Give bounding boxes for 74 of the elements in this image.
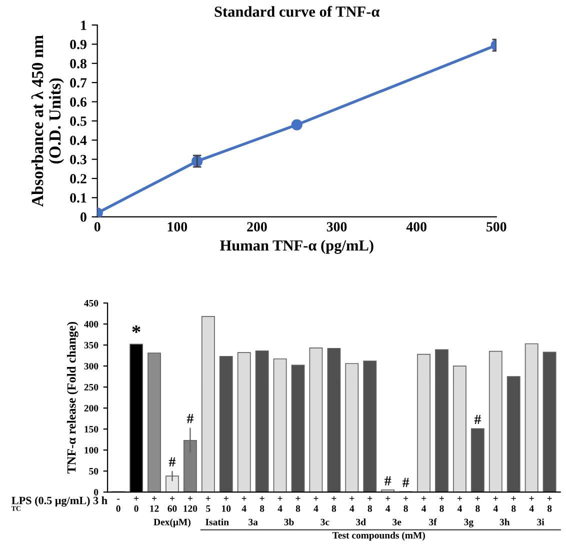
x-tick-label: + 8: [368, 496, 372, 512]
x-tick-label: + 4: [242, 496, 246, 512]
text: LPS (0.5 μg/mL) 3 h: [12, 496, 108, 507]
text: 3b: [284, 518, 294, 526]
y-tick-label: 0: [80, 212, 86, 222]
x-tick-label: + 4: [386, 496, 390, 512]
text: 3a: [248, 518, 258, 526]
x-tick-label: + 8: [475, 496, 480, 512]
y-tick-label: 450: [84, 300, 98, 306]
x-tick-label: 300: [326, 222, 347, 232]
x-tick-label: + 120: [184, 496, 198, 512]
x-tick-label: + 8: [260, 496, 264, 512]
y-tick-label: 200: [84, 404, 98, 412]
text: Isatin: [206, 518, 229, 526]
x-tick-label: + 8: [332, 496, 336, 512]
y-tick-label: 0.6: [70, 97, 87, 107]
y-tick-label: 0.8: [70, 58, 86, 68]
x-tick-label: + 8: [547, 496, 552, 512]
x-tick-label: 200: [247, 222, 267, 232]
y-tick-label: 150: [84, 426, 98, 433]
x-axis-title: Human TNF-α (pg/mL): [220, 240, 374, 254]
x-tick-label: + 10: [222, 496, 231, 512]
y-tick-label: 0: [94, 488, 98, 496]
x-tick-label: - 0: [116, 498, 120, 512]
data-label: #: [402, 478, 410, 487]
x-tick-label: + 4: [493, 496, 498, 512]
x-tick-label: 400: [406, 222, 426, 232]
y-axis-title: Absorbance at λ 450 nm (O.D. Units): [31, 35, 64, 207]
x-tick-label: + 4: [350, 496, 354, 512]
y-tick-label: 400: [84, 320, 98, 328]
text: Dex(μM): [154, 518, 190, 528]
y-tick-label: 1: [81, 20, 86, 30]
y-tick-label: 300: [84, 362, 98, 370]
y-axis-title: TNF-α release (Fold change): [66, 322, 78, 474]
text: 3c: [320, 518, 330, 526]
y-tick-label: 100: [84, 446, 98, 454]
x-tick-label: + 12: [150, 496, 159, 512]
x-tick-label: + 8: [511, 496, 516, 512]
y-tick-label: 350: [84, 342, 98, 348]
data-label: #: [186, 414, 194, 424]
x-tick-label: + 8: [296, 496, 300, 512]
y-tick-label: 0.7: [70, 78, 87, 88]
text: 3e: [392, 518, 402, 526]
text: 3i: [537, 518, 544, 526]
chart-title: Standard curve of TNF-α: [214, 6, 380, 17]
data-label: *: [132, 326, 140, 333]
text: Test compounds (mM): [332, 532, 425, 541]
data-label: #: [384, 476, 392, 486]
x-tick-label: 500: [486, 222, 506, 232]
x-tick-label: + 4: [314, 496, 318, 512]
text: 3d: [356, 518, 366, 526]
x-tick-label: + 8: [439, 496, 444, 512]
y-tick-label: 0.2: [70, 174, 86, 184]
x-tick-label: 100: [168, 222, 188, 232]
data-label: #: [168, 457, 176, 466]
y-tick-label: 0.3: [70, 154, 86, 164]
y-tick-label: 0.4: [70, 136, 87, 146]
x-tick-label: + 5: [206, 496, 210, 512]
y-tick-label: 50: [89, 468, 98, 475]
x-tick-label: + 0: [134, 496, 139, 512]
y-tick-label: 0.1: [70, 193, 86, 203]
text: 3f: [429, 518, 437, 526]
y-tick-label: 250: [84, 384, 98, 391]
x-tick-label: + 60: [168, 496, 177, 512]
text: 3g: [464, 518, 474, 528]
data-label: #: [474, 414, 481, 424]
x-tick-label: + 4: [529, 496, 534, 512]
x-tick-label: + 8: [404, 496, 408, 512]
x-tick-label: + 4: [421, 496, 426, 512]
x-tick-label: + 4: [457, 496, 462, 512]
y-tick-label: 0.9: [70, 40, 86, 50]
y-tick-label: 0.5: [70, 116, 86, 126]
text: 3h: [500, 518, 510, 526]
x-tick-label: + 4: [278, 496, 282, 512]
